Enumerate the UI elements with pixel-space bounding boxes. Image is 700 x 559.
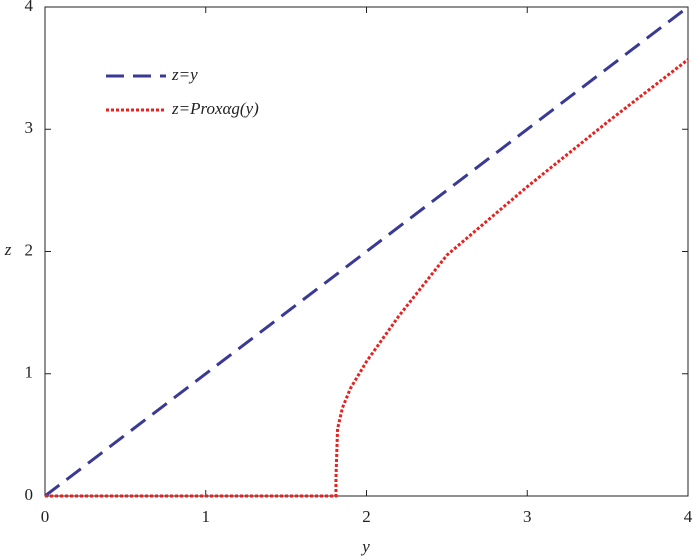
- x-tick-label: 0: [41, 507, 50, 526]
- legend-label: z=Proxαg(y): [171, 99, 259, 118]
- x-tick-label: 2: [362, 507, 371, 526]
- y-tick-label: 0: [25, 485, 34, 504]
- y-tick-label: 2: [25, 240, 34, 259]
- legend-label: z=y: [171, 65, 198, 84]
- y-tick-label: 1: [25, 363, 34, 382]
- x-tick-label: 3: [523, 507, 532, 526]
- x-axis-label: y: [360, 537, 370, 556]
- y-tick-label: 4: [25, 0, 34, 15]
- x-tick-label: 1: [202, 507, 211, 526]
- x-tick-label: 4: [684, 507, 693, 526]
- y-tick-label: 3: [25, 118, 34, 137]
- series-line: [45, 58, 689, 498]
- series-line: [44, 5, 689, 498]
- y-axis-label: z: [4, 240, 12, 259]
